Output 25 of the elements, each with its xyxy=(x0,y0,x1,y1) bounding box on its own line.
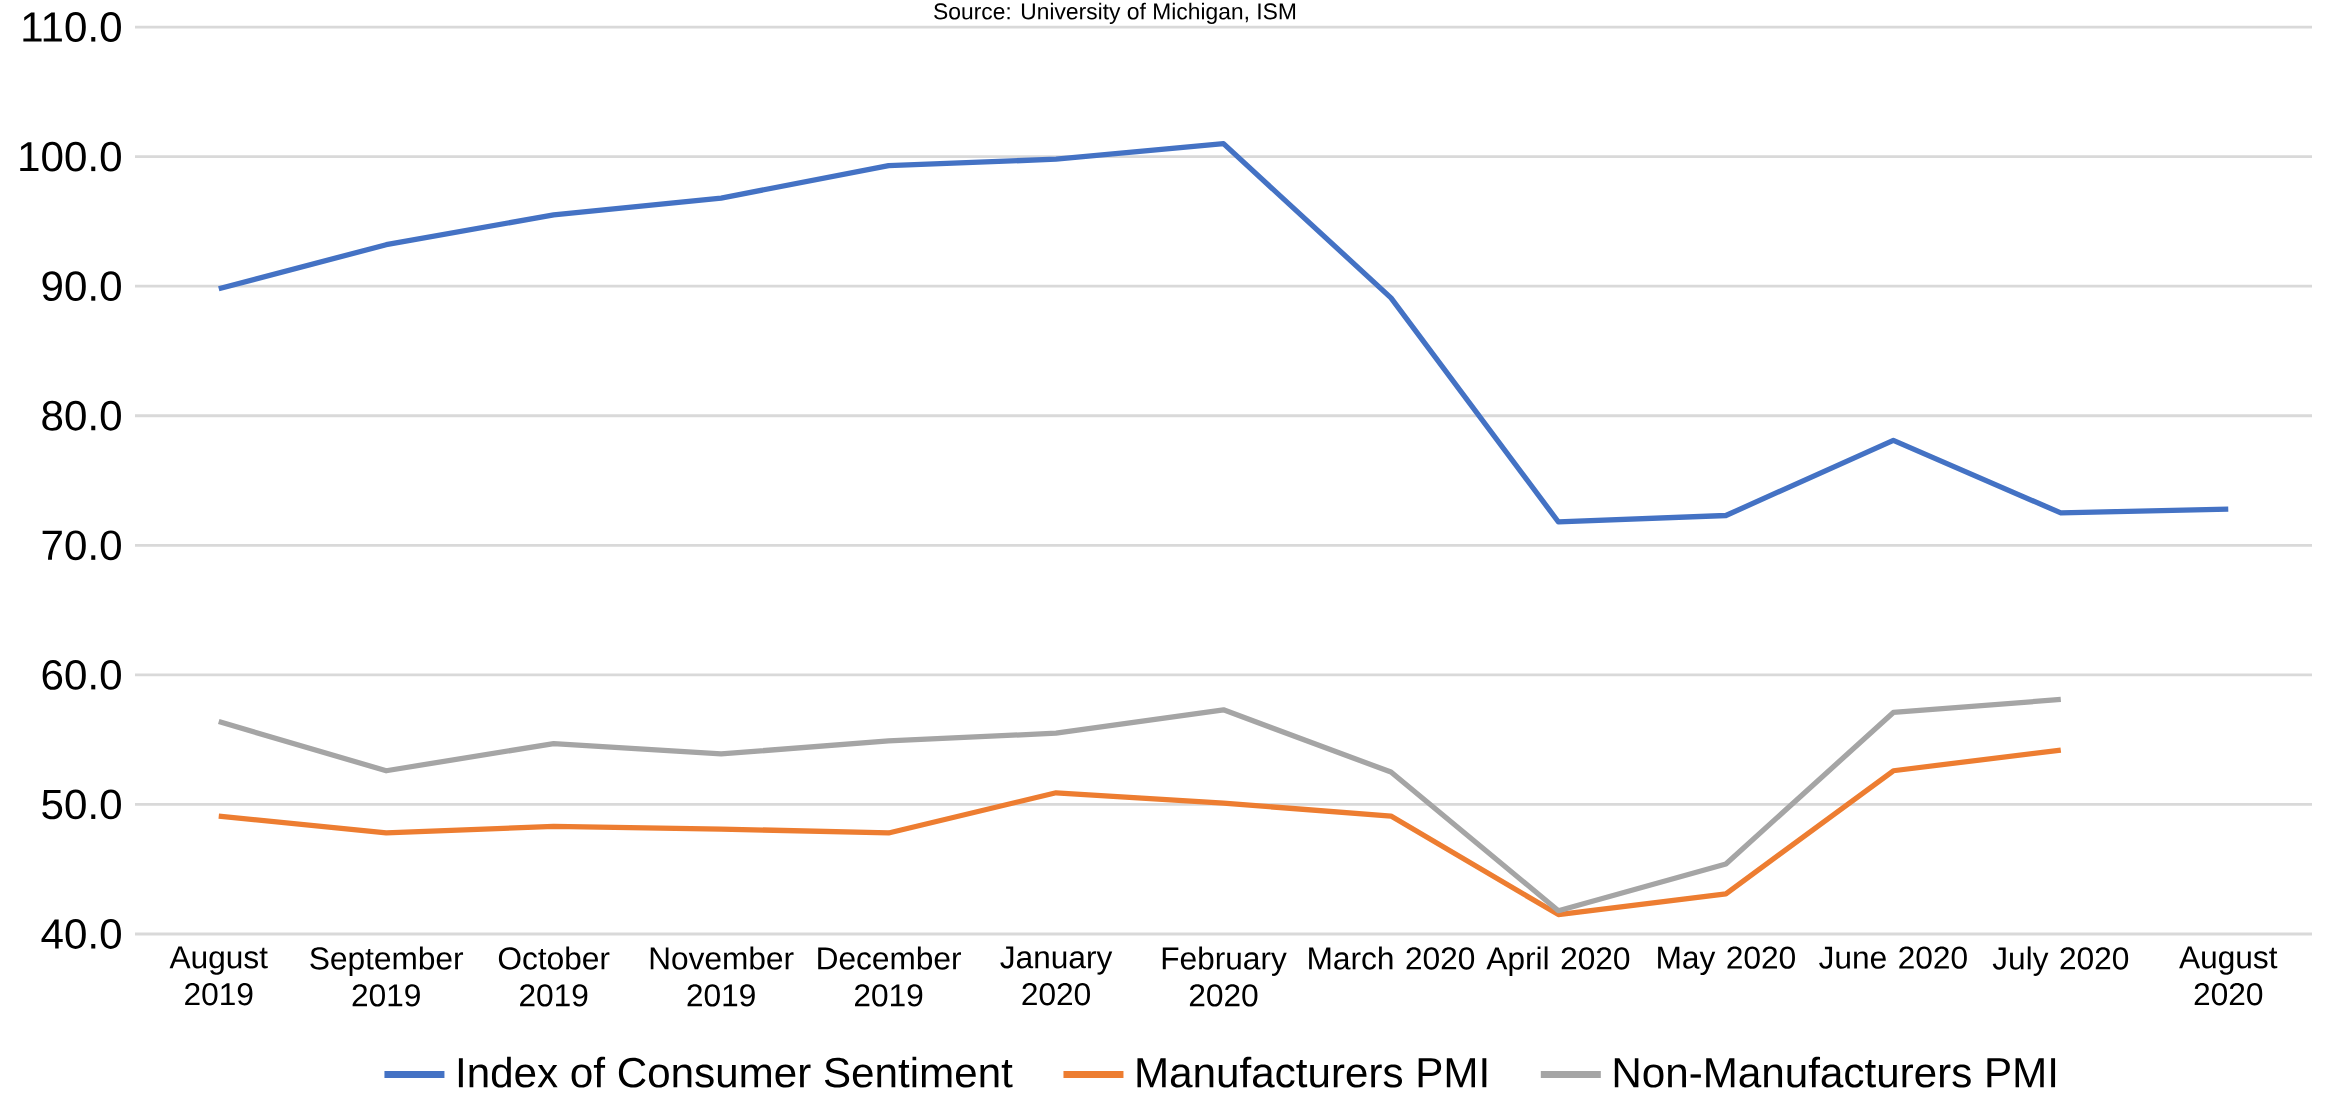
legend-label: Non-Manufacturers PMI xyxy=(1614,1056,2056,1088)
x-tick-label: August 2020 xyxy=(2179,946,2278,1006)
y-tick-label: 60.0 xyxy=(42,659,121,690)
x-tick-label: August 2019 xyxy=(169,946,268,1006)
x-tick-label: November 2019 xyxy=(650,946,794,1007)
source-note: Source: University of Michigan, ISM xyxy=(934,2,1296,24)
y-tick-label: 70.0 xyxy=(42,530,121,561)
y-tick-label: 110.0 xyxy=(23,12,121,42)
legend-label: Manufacturers PMI xyxy=(1137,1056,1487,1088)
x-tick-label: September 2019 xyxy=(310,946,464,1007)
y-tick-label: 50.0 xyxy=(42,789,121,820)
y-tick-label: 90.0 xyxy=(42,271,121,302)
legend-label: Index of Consumer Sentiment xyxy=(458,1056,1013,1088)
x-tick-label: July 2020 xyxy=(1992,946,2129,976)
x-tick-label: January 2020 xyxy=(1000,946,1113,1006)
x-tick-label: March 2020 xyxy=(1309,946,1475,970)
x-tick-label: April 2020 xyxy=(1486,946,1630,976)
x-tick-label: June 2020 xyxy=(1819,946,1967,969)
x-tick-label: October 2019 xyxy=(498,946,610,1007)
x-tick-label: February 2020 xyxy=(1162,946,1287,1007)
x-tick-label: December 2019 xyxy=(818,946,962,1007)
y-tick-label: 80.0 xyxy=(42,400,121,431)
x-tick-label: May 2020 xyxy=(1658,946,1795,976)
y-tick-label: 40.0 xyxy=(41,919,121,949)
y-tick-label: 100.0 xyxy=(20,141,121,172)
